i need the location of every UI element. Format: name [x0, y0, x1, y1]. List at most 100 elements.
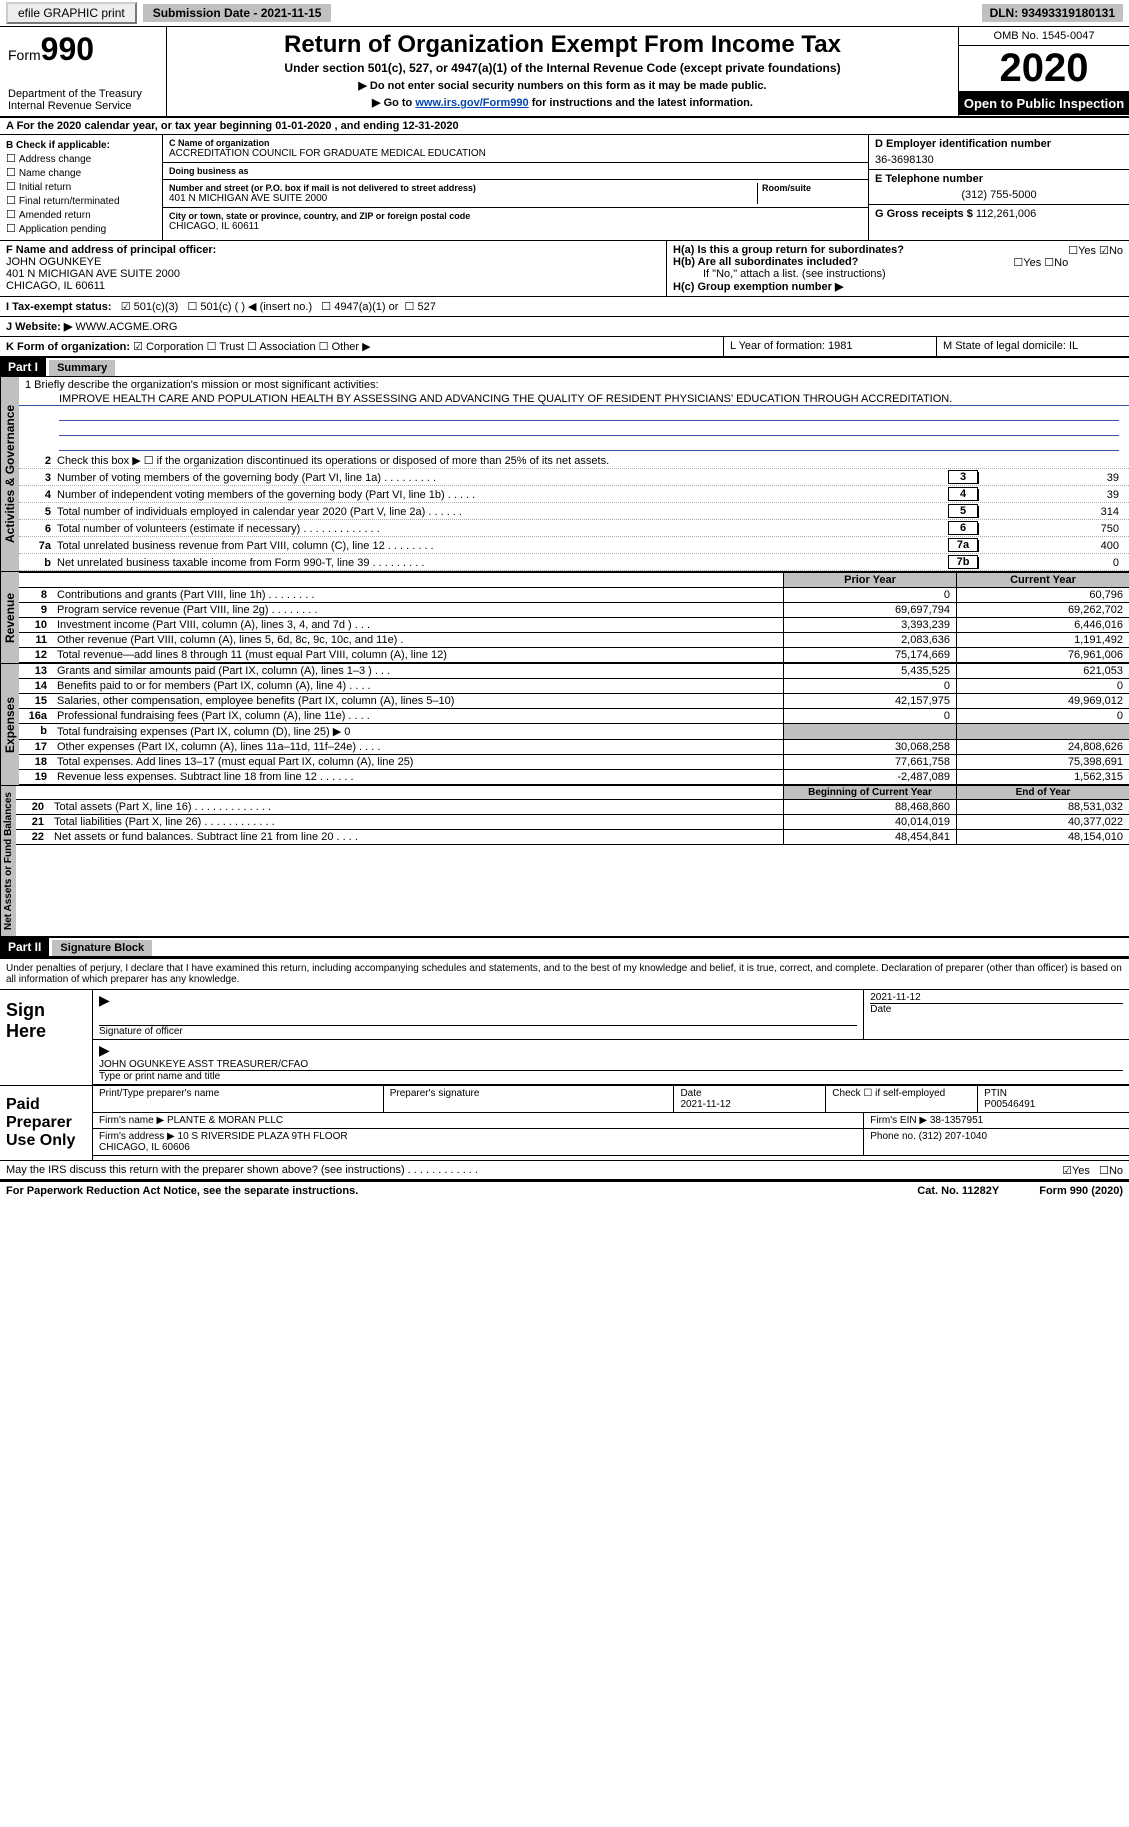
hb-yes[interactable]: Yes [1023, 257, 1041, 269]
opt-527[interactable]: 527 [417, 301, 435, 313]
irs-link[interactable]: www.irs.gov/Form990 [415, 97, 528, 109]
opt-501c[interactable]: 501(c) ( ) ◀ (insert no.) [200, 301, 312, 313]
gross-value: 112,261,006 [976, 208, 1036, 220]
row-f-h: F Name and address of principal officer:… [0, 241, 1129, 297]
line-row: b Net unrelated business taxable income … [19, 554, 1129, 571]
chk-pending[interactable]: Application pending [6, 222, 156, 235]
sig-name-lbl: Type or print name and title [99, 1070, 1123, 1082]
hb-note: If "No," attach a list. (see instruction… [673, 268, 1123, 280]
officer-lbl: F Name and address of principal officer: [6, 244, 660, 256]
table-row: 9 Program service revenue (Part VIII, li… [19, 603, 1129, 618]
prior-value: 0 [783, 588, 956, 602]
chk-name[interactable]: Name change [6, 166, 156, 179]
chk-address[interactable]: Address change [6, 152, 156, 165]
tax-year: 2020 [959, 46, 1129, 92]
tab-netassets: Net Assets or Fund Balances [0, 786, 16, 936]
line-box: 7a [948, 538, 978, 552]
line-num: 11 [19, 633, 53, 647]
opt-other[interactable]: Other ▶ [332, 341, 371, 353]
table-row: 8 Contributions and grants (Part VIII, l… [19, 588, 1129, 603]
hdr-begin: Beginning of Current Year [783, 786, 956, 799]
current-value: 1,562,315 [956, 770, 1129, 784]
line-text: Number of independent voting members of … [57, 489, 944, 501]
paid-preparer-label: Paid Preparer Use Only [0, 1086, 92, 1160]
ha-yes[interactable]: Yes [1078, 245, 1096, 257]
paid-preparer-block: Paid Preparer Use Only Print/Type prepar… [0, 1085, 1129, 1160]
ha-no[interactable]: No [1109, 245, 1123, 257]
line-row: 3 Number of voting members of the govern… [19, 469, 1129, 486]
efile-print-btn[interactable]: efile GRAPHIC print [6, 2, 137, 24]
discuss-no[interactable]: No [1109, 1165, 1123, 1177]
table-row: 16a Professional fundraising fees (Part … [19, 709, 1129, 724]
tab-expenses: Expenses [0, 664, 19, 785]
current-value: 75,398,691 [956, 755, 1129, 769]
current-value [956, 724, 1129, 739]
prep-date: 2021-11-12 [680, 1099, 730, 1110]
table-row: 20 Total assets (Part X, line 16) . . . … [16, 800, 1129, 815]
table-row: 13 Grants and similar amounts paid (Part… [19, 664, 1129, 679]
officer-addr: 401 N MICHIGAN AVE SUITE 2000 CHICAGO, I… [6, 268, 660, 292]
discuss-row: May the IRS discuss this return with the… [0, 1160, 1129, 1181]
org-name-lbl: C Name of organization [169, 138, 862, 148]
line-text: Total number of individuals employed in … [57, 506, 944, 518]
addr-lbl: Number and street (or P.O. box if mail i… [169, 183, 757, 193]
opt-501c3[interactable]: 501(c)(3) [134, 301, 179, 313]
row-i-j: I Tax-exempt status: ☑ 501(c)(3) ☐ 501(c… [0, 297, 1129, 337]
opt-trust[interactable]: Trust [219, 341, 244, 353]
dba-lbl: Doing business as [169, 166, 862, 176]
opt-assoc[interactable]: Association [259, 341, 315, 353]
current-value: 0 [956, 679, 1129, 693]
opt-4947[interactable]: 4947(a)(1) or [334, 301, 398, 313]
prior-value: 88,468,860 [783, 800, 956, 814]
current-value: 40,377,022 [956, 815, 1129, 829]
dept-treasury: Department of the Treasury Internal Reve… [8, 88, 158, 112]
hb-lbl: H(b) Are all subordinates included? [673, 256, 858, 268]
line-text: Contributions and grants (Part VIII, lin… [53, 588, 783, 602]
current-value: 48,154,010 [956, 830, 1129, 844]
prior-value [783, 724, 956, 739]
prior-value: 5,435,525 [783, 664, 956, 678]
current-value: 0 [956, 709, 1129, 723]
opt-corp[interactable]: Corporation [146, 341, 203, 353]
chk-initial[interactable]: Initial return [6, 180, 156, 193]
mission-text: IMPROVE HEALTH CARE AND POPULATION HEALT… [19, 393, 1129, 406]
line-num: 16a [19, 709, 53, 723]
line-num: 13 [19, 664, 53, 678]
prep-selfemp[interactable]: Check ☐ if self-employed [832, 1088, 945, 1099]
phone-lbl: E Telephone number [875, 173, 1123, 185]
line-text: Salaries, other compensation, employee b… [53, 694, 783, 708]
current-value: 1,191,492 [956, 633, 1129, 647]
firm-ein-lbl: Firm's EIN ▶ [870, 1115, 927, 1126]
line-num: b [23, 557, 57, 569]
penalty-text: Under penalties of perjury, I declare th… [0, 957, 1129, 989]
line-text: Total liabilities (Part X, line 26) . . … [50, 815, 783, 829]
line-num: 2 [23, 455, 57, 467]
line-num: 7a [23, 540, 57, 552]
prior-value: 48,454,841 [783, 830, 956, 844]
website-lbl: J Website: ▶ [6, 321, 72, 333]
city-value: CHICAGO, IL 60611 [169, 221, 862, 232]
line-text: Net unrelated business taxable income fr… [57, 557, 944, 569]
prior-value: 30,068,258 [783, 740, 956, 754]
table-row: b Total fundraising expenses (Part IX, c… [19, 724, 1129, 740]
blank-line [59, 438, 1119, 451]
part1-title: Summary [49, 360, 115, 376]
tab-governance: Activities & Governance [0, 377, 19, 571]
firm-phone-lbl: Phone no. [870, 1131, 916, 1142]
table-row: 14 Benefits paid to or for members (Part… [19, 679, 1129, 694]
current-value: 24,808,626 [956, 740, 1129, 754]
line-box: 3 [948, 470, 978, 484]
room-lbl: Room/suite [762, 183, 862, 193]
open-inspection: Open to Public Inspection [959, 92, 1129, 115]
hb-no[interactable]: No [1054, 257, 1068, 269]
line-text: Total fundraising expenses (Part IX, col… [53, 724, 783, 739]
table-row: 19 Revenue less expenses. Subtract line … [19, 770, 1129, 785]
prior-value: 77,661,758 [783, 755, 956, 769]
line-text: Investment income (Part VIII, column (A)… [53, 618, 783, 632]
mission-lbl: 1 Briefly describe the organization's mi… [19, 377, 1129, 393]
form-foot: Form 990 (2020) [1039, 1185, 1123, 1197]
chk-amended[interactable]: Amended return [6, 208, 156, 221]
row-k: K Form of organization: ☑ Corporation ☐ … [0, 337, 1129, 357]
discuss-yes[interactable]: Yes [1072, 1165, 1090, 1177]
chk-final[interactable]: Final return/terminated [6, 194, 156, 207]
